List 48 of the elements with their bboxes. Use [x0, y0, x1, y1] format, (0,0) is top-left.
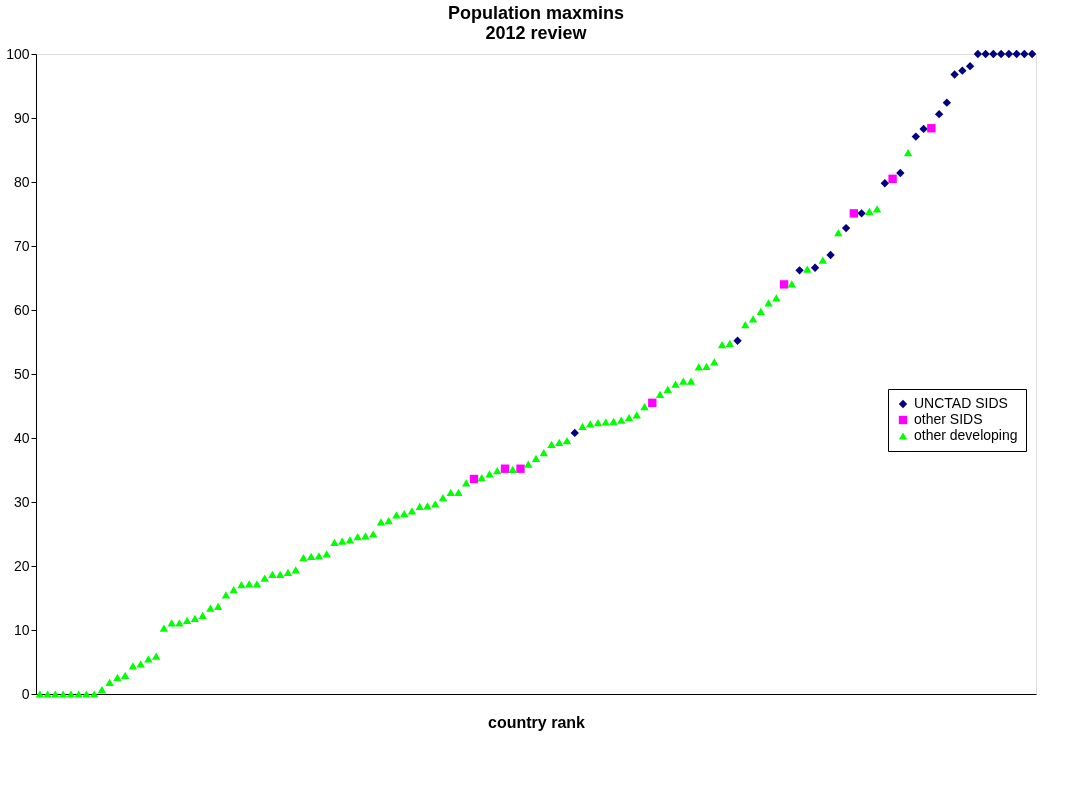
y-tick-label: 30	[13, 493, 30, 510]
point	[981, 49, 990, 59]
point	[841, 223, 851, 233]
point	[810, 263, 820, 272]
y-tick-label: 0	[21, 685, 30, 702]
point	[648, 398, 657, 407]
point	[795, 266, 804, 275]
point	[1027, 49, 1037, 59]
point	[989, 49, 998, 59]
y-tick-label: 40	[13, 429, 30, 446]
point	[896, 168, 905, 178]
y-tick-label: 50	[13, 365, 30, 382]
point	[516, 464, 525, 473]
point	[469, 474, 479, 484]
point	[950, 70, 959, 79]
point	[857, 209, 866, 218]
point	[826, 250, 835, 260]
point	[934, 109, 944, 119]
point	[927, 124, 936, 133]
y-tick-label: 60	[13, 301, 30, 318]
point	[733, 336, 742, 345]
y-tick-label: 100	[6, 45, 30, 62]
point	[570, 428, 579, 438]
point	[500, 464, 510, 473]
point	[888, 174, 897, 183]
point	[958, 66, 967, 75]
y-tick-label: 80	[13, 173, 30, 190]
chart-title: Population maxmins 2012 review	[447, 3, 625, 43]
point	[1004, 49, 1014, 59]
y-tick-label: 70	[13, 237, 30, 254]
x-axis-title: country rank	[488, 713, 586, 731]
point	[779, 280, 789, 289]
y-tick-label: 10	[13, 621, 30, 638]
point	[880, 179, 890, 188]
legend-label: UNCTAD SIDS	[914, 395, 1008, 411]
legend-label: other developing	[914, 427, 1018, 443]
point	[973, 49, 983, 59]
point	[996, 49, 1006, 59]
point	[942, 98, 952, 107]
point	[911, 132, 921, 141]
legend-label: other SIDS	[914, 411, 983, 427]
point	[1012, 49, 1021, 59]
y-tick-label: 20	[13, 557, 30, 574]
point	[965, 61, 975, 71]
y-tick-label: 90	[13, 109, 30, 126]
point	[849, 209, 859, 218]
point	[1020, 49, 1029, 59]
point	[919, 124, 928, 134]
